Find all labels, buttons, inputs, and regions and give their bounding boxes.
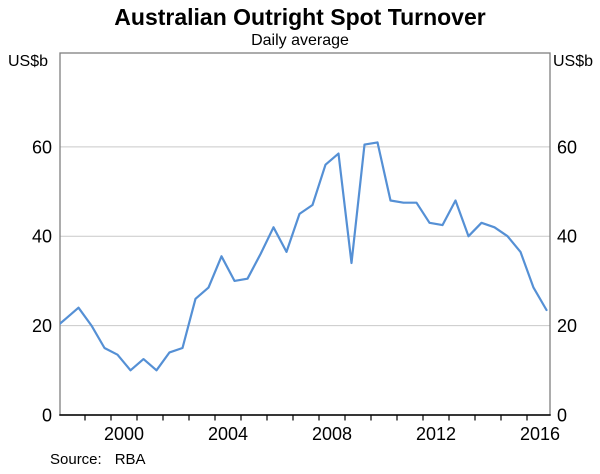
x-axis-label: 2000	[104, 424, 144, 444]
source-value: RBA	[114, 451, 146, 468]
x-axis-label: 2008	[312, 424, 352, 444]
source-label: Source:	[50, 451, 102, 468]
chart-subtitle: Daily average	[251, 32, 349, 49]
y-axis-unit-left: US$b	[8, 53, 49, 70]
y-axis-unit-right: US$b	[553, 53, 594, 70]
chart-title: Australian Outright Spot Turnover	[114, 4, 486, 30]
y-axis-label-left: 40	[32, 227, 52, 247]
y-axis-label-left: 60	[32, 137, 52, 157]
x-axis-label: 2016	[520, 424, 560, 444]
x-axis-label: 2012	[416, 424, 456, 444]
plot-frame	[59, 52, 551, 416]
turnover-line	[60, 141, 548, 372]
y-axis-label-right: 0	[557, 406, 567, 426]
source-note: Source: RBA	[50, 451, 146, 468]
y-axis-label-left: 20	[32, 316, 52, 336]
y-axis-label-right: 60	[557, 137, 577, 157]
y-axis-label-right: 20	[557, 316, 577, 336]
y-axis-label-right: 40	[557, 227, 577, 247]
y-axis-label-left: 0	[42, 406, 52, 426]
x-axis-label: 2004	[208, 424, 248, 444]
